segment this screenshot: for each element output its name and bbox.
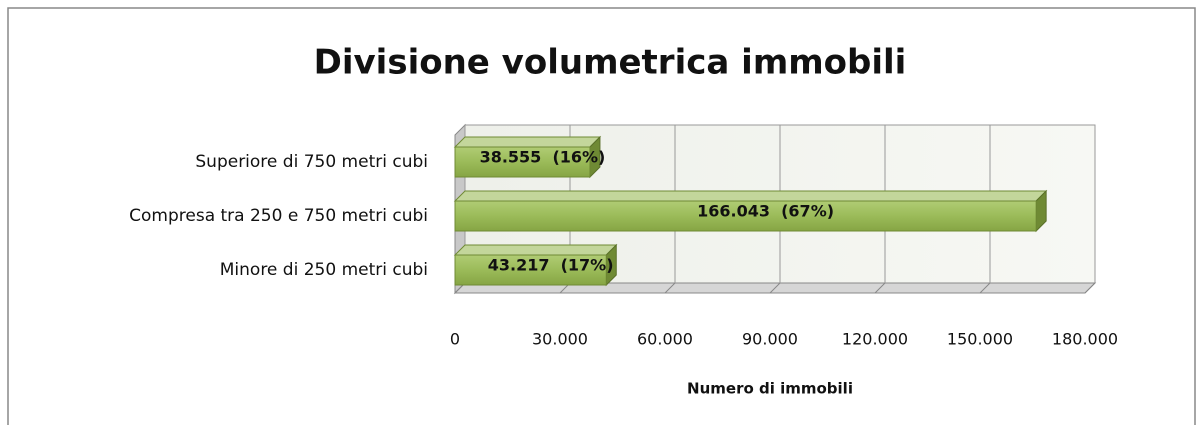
x-tick-label: 180.000 xyxy=(1052,330,1118,349)
y-tick-label: Minore di 250 metri cubi xyxy=(220,260,428,280)
floor-grid-line xyxy=(1084,282,1096,294)
bar-top xyxy=(453,244,618,256)
data-label: 166.043 (67%) xyxy=(697,202,834,221)
floor-grid-line xyxy=(979,282,991,294)
floor-grid-line xyxy=(769,282,781,294)
floor-grid-line xyxy=(664,282,676,294)
data-label: 43.217 (17%) xyxy=(488,256,614,275)
data-label: 38.555 (16%) xyxy=(480,148,606,167)
bar xyxy=(454,200,1037,232)
bar xyxy=(454,146,591,178)
x-tick-label: 0 xyxy=(450,330,460,349)
bar-top xyxy=(453,190,1048,202)
x-axis-label: Numero di immobili xyxy=(687,380,853,398)
x-tick-label: 150.000 xyxy=(947,330,1013,349)
x-tick-label: 120.000 xyxy=(842,330,908,349)
x-tick-label: 90.000 xyxy=(742,330,798,349)
bar-top xyxy=(453,136,602,148)
floor-grid-line xyxy=(874,282,886,294)
chart-title: Divisione volumetrica immobili xyxy=(314,43,907,83)
x-tick-label: 30.000 xyxy=(532,330,588,349)
bar xyxy=(454,254,607,286)
x-tick-label: 60.000 xyxy=(637,330,693,349)
y-tick-label: Compresa tra 250 e 750 metri cubi xyxy=(129,206,428,226)
y-tick-label: Superiore di 750 metri cubi xyxy=(195,152,428,172)
